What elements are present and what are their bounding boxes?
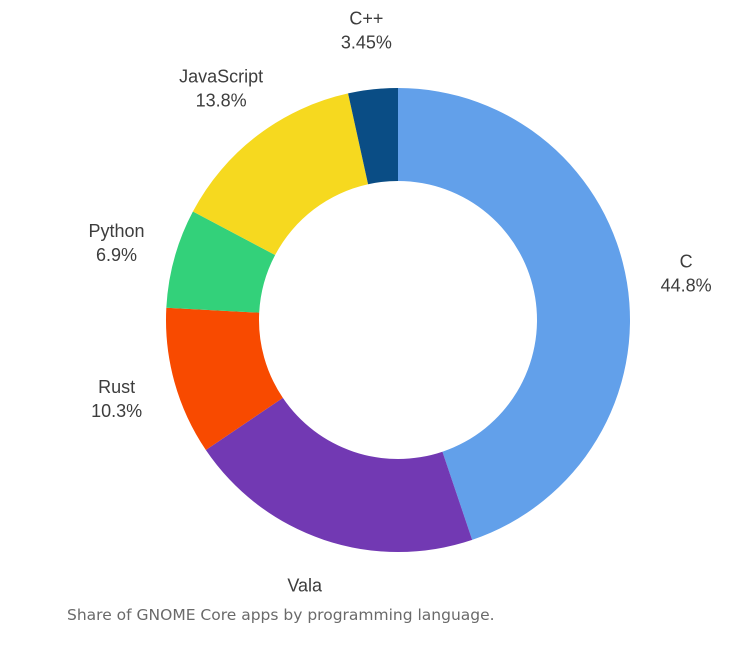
slice-javascript [192, 93, 369, 256]
slice-label-python: Python [89, 221, 145, 241]
slice-label-cplusplus: C++ [349, 9, 383, 29]
slice-value-rust: 10.3% [91, 401, 142, 421]
slice-c [398, 88, 630, 540]
slice-value-python: 6.9% [96, 245, 137, 265]
chart-caption: Share of GNOME Core apps by programming … [67, 606, 495, 624]
slice-value-cplusplus: 3.45% [341, 33, 392, 53]
slice-label-javascript: JavaScript [179, 67, 263, 87]
slice-label-rust: Rust [98, 377, 135, 397]
slice-cplusplus [348, 88, 398, 185]
slice-label-c: C [680, 252, 693, 272]
slice-label-vala: Vala [287, 576, 323, 596]
slice-python [166, 211, 276, 313]
donut-chart-svg: C44.8%Vala20.7%Rust10.3%Python6.9%JavaSc… [89, 9, 712, 600]
slice-value-c: 44.8% [661, 276, 712, 296]
slices-group [166, 88, 630, 552]
slice-value-javascript: 13.8% [196, 91, 247, 111]
slice-rust [166, 307, 283, 451]
slice-vala [205, 397, 473, 552]
donut-chart: C44.8%Vala20.7%Rust10.3%Python6.9%JavaSc… [89, 9, 712, 600]
labels-group: C44.8%Vala20.7%Rust10.3%Python6.9%JavaSc… [89, 9, 712, 600]
